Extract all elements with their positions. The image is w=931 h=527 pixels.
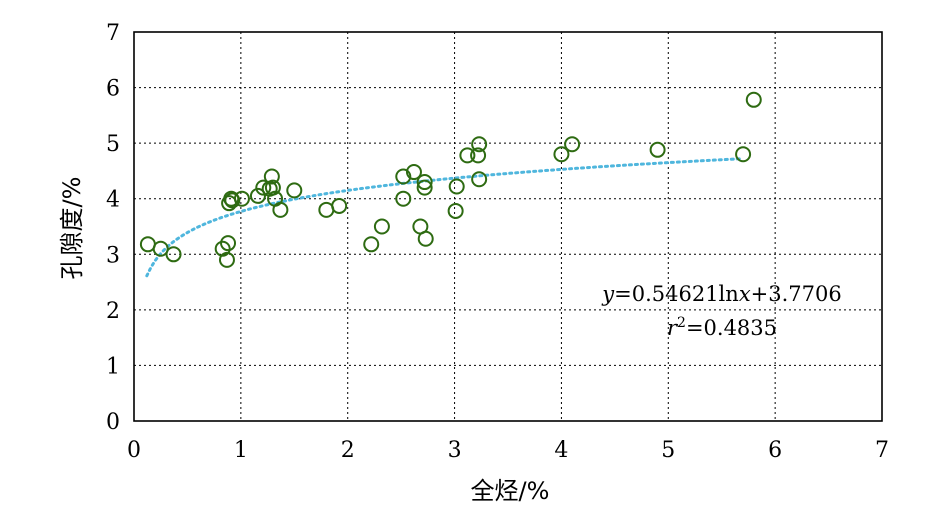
y-tick-label: 3 — [106, 243, 120, 268]
x-tick-label: 2 — [341, 438, 355, 463]
data-point — [405, 164, 422, 181]
grid-lines — [134, 32, 882, 421]
x-tick-label: 1 — [234, 438, 248, 463]
data-point — [224, 192, 241, 209]
y-tick-label: 0 — [106, 410, 120, 435]
equation-label: y=0.54621lnx+3.7706 — [601, 282, 841, 306]
y-tick-label: 5 — [106, 132, 120, 157]
data-point — [264, 179, 281, 196]
data-point — [395, 190, 412, 207]
data-point — [395, 168, 412, 185]
x-tick-labels: 0 1 2 3 4 5 6 7 — [127, 438, 889, 463]
data-point — [263, 168, 280, 185]
x-tick-label: 0 — [127, 438, 141, 463]
data-point — [272, 201, 289, 218]
y-axis-title: 孔隙度/% — [58, 177, 86, 280]
data-point — [447, 202, 464, 219]
data-point — [286, 182, 303, 199]
data-point — [214, 240, 231, 257]
data-point — [373, 218, 390, 235]
data-point — [471, 136, 488, 153]
x-tick-label: 3 — [448, 438, 462, 463]
data-point — [220, 235, 237, 252]
data-point — [363, 236, 380, 253]
data-point — [152, 240, 169, 257]
data-point — [165, 246, 182, 263]
data-point — [471, 171, 488, 188]
data-point — [255, 179, 272, 196]
y-tick-label: 6 — [106, 77, 120, 102]
x-tick-label: 7 — [875, 438, 889, 463]
data-point — [553, 146, 570, 163]
data-point — [233, 190, 250, 207]
x-tick-label: 5 — [661, 438, 675, 463]
data-point — [649, 141, 666, 158]
plot-frame — [133, 31, 883, 422]
x-axis-title: 全烃/% — [471, 477, 550, 505]
data-point — [249, 187, 266, 204]
data-point — [448, 178, 465, 195]
data-point — [459, 147, 476, 164]
trend-line — [145, 157, 745, 278]
data-point — [745, 91, 762, 108]
data-point — [218, 251, 235, 268]
data-point — [470, 147, 487, 164]
x-tick-label: 4 — [554, 438, 568, 463]
data-points — [139, 91, 762, 268]
data-point — [416, 179, 433, 196]
y-tick-label: 2 — [106, 299, 120, 324]
data-point — [416, 174, 433, 191]
y-tick-label: 7 — [106, 21, 120, 46]
y-tick-labels: 0 1 2 3 4 5 6 7 — [106, 21, 120, 435]
data-point — [735, 146, 752, 163]
y-tick-label: 1 — [106, 354, 120, 379]
x-tick-label: 6 — [768, 438, 782, 463]
data-point — [417, 230, 434, 247]
data-point — [331, 197, 348, 214]
r-squared-label: r2=0.4835 — [667, 315, 777, 340]
y-tick-label: 4 — [106, 188, 120, 213]
data-point — [564, 136, 581, 153]
